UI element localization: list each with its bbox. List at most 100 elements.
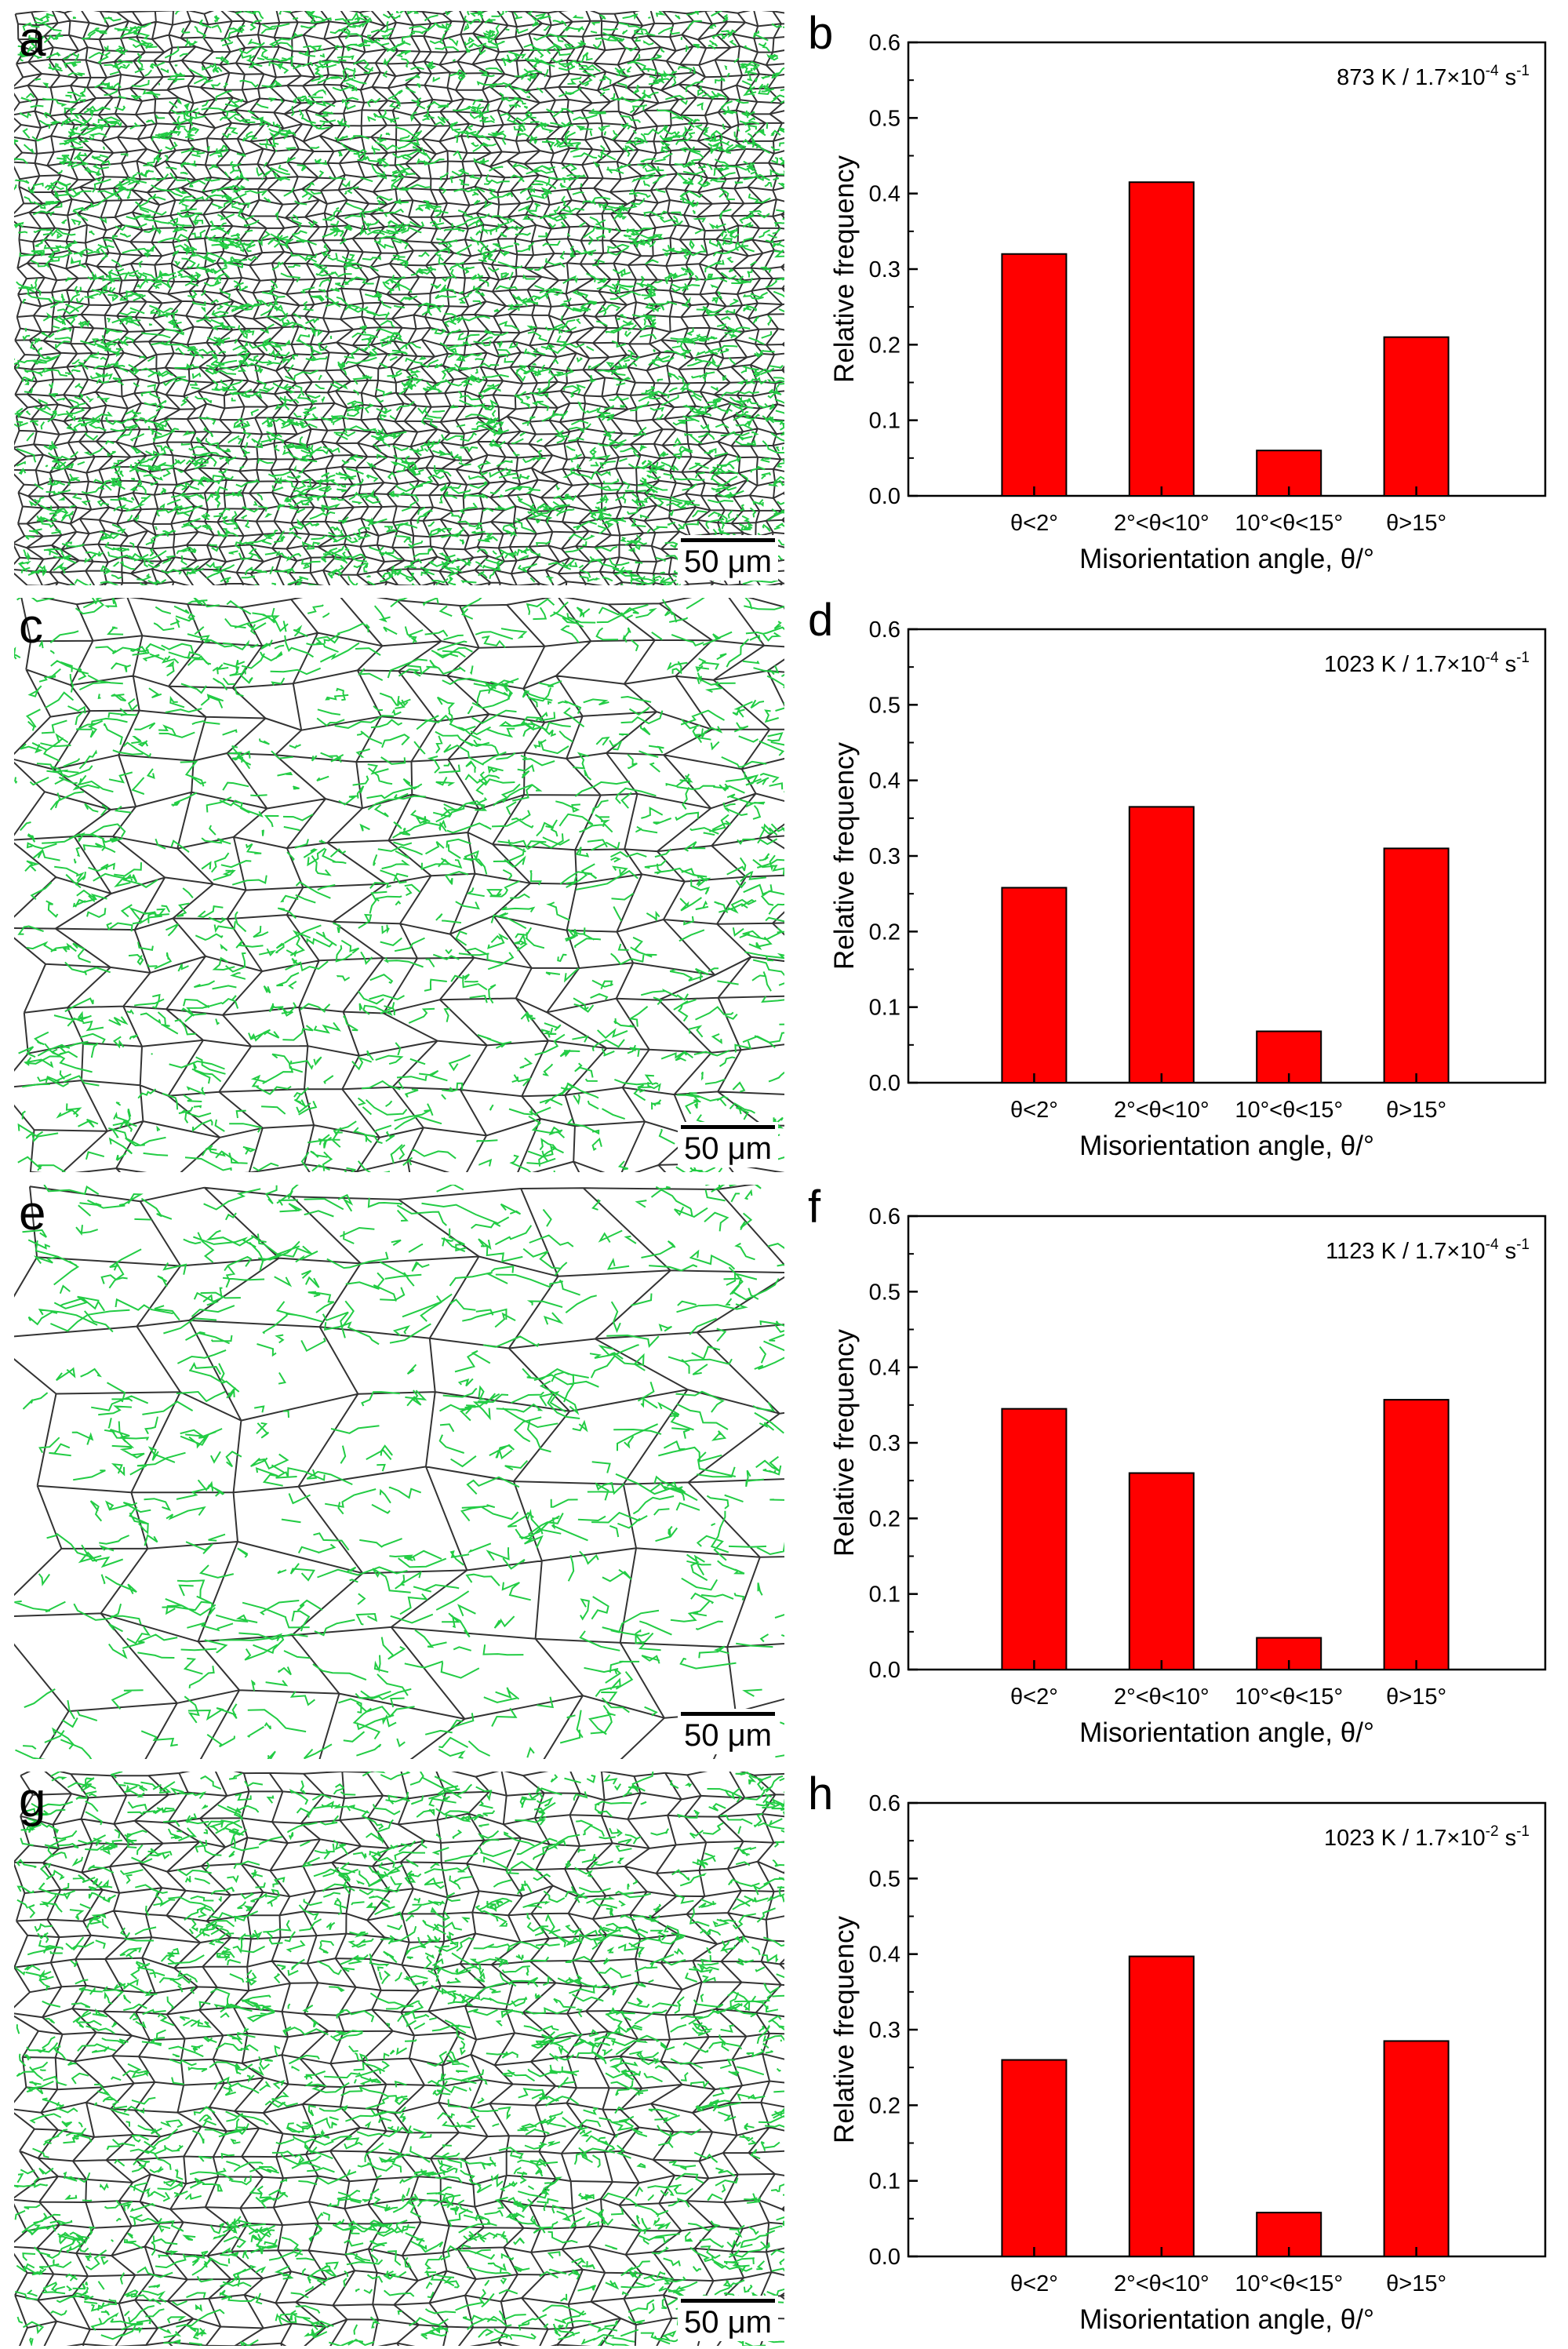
chart-b: 0.0 0.1 0.2 0.3 0.4 0.5 0.6 θ<2° 2°<θ<10° 10°<θ<1… [792, 0, 1568, 585]
panel-label-h: h [808, 1768, 834, 1819]
micrograph-a: a 50 μm [14, 11, 784, 585]
x-axis-label: Misorientation angle, θ/° [1079, 544, 1374, 574]
bar [1128, 1472, 1195, 1670]
bar-chart: 0.0 0.1 0.2 0.3 0.4 0.5 0.6 θ<2° 2°<θ<10° 10°<θ<1… [829, 31, 1547, 574]
x-tick-label: θ<2° [1010, 1098, 1058, 1123]
y-tick-label: 0.4 [869, 769, 900, 794]
x-tick-label: θ>15° [1386, 2271, 1446, 2296]
bar-chart: 0.0 0.1 0.2 0.3 0.4 0.5 0.6 θ<2° 2°<θ<10° 10°<θ<1… [829, 617, 1547, 1161]
x-tick-label: 10°<θ<15° [1235, 2271, 1343, 2296]
high-angle-boundaries [14, 598, 784, 1172]
y-tick-label: 0.6 [869, 1791, 900, 1816]
grain-boundary-map [14, 11, 784, 585]
grain-boundary-map [14, 1772, 784, 2346]
y-tick-label: 0.5 [869, 693, 900, 718]
high-angle-boundaries [14, 11, 784, 585]
bar [1001, 253, 1068, 497]
scale-bar-line [681, 538, 775, 542]
micrograph-e: e 50 μm [14, 1185, 784, 1759]
y-tick-label: 0.3 [869, 257, 900, 282]
micrograph-c: c 50 μm [14, 598, 784, 1172]
bar [1128, 806, 1195, 1083]
y-tick-label: 0.2 [869, 920, 900, 945]
x-axis-label: Misorientation angle, θ/° [1079, 1131, 1374, 1161]
y-tick-label: 0.5 [869, 106, 900, 131]
micrograph-g: g 50 μm [14, 1772, 784, 2346]
x-tick-label: θ>15° [1386, 1684, 1446, 1710]
y-tick-label: 0.4 [869, 1356, 900, 1381]
x-tick-label: 2°<θ<10° [1114, 511, 1210, 536]
y-tick-label: 0.1 [869, 996, 900, 1021]
y-axis-label: Relative frequency [829, 1329, 860, 1557]
y-tick-label: 0.1 [869, 2169, 900, 2194]
y-axis-label: Relative frequency [829, 1916, 860, 2143]
panel-label-g: g [19, 1773, 46, 1827]
y-tick-label: 0.3 [869, 1431, 900, 1456]
figure-row-2: c 50 μm 0.0 0.1 0.2 0.3 0.4 0.5 0.6 θ<2° 2°<θ<10… [0, 587, 1568, 1174]
figure-row-1: a 50 μm 0.0 0.1 0.2 0.3 0.4 0.5 0.6 θ<2° 2°<θ<10… [0, 0, 1568, 587]
y-tick-label: 0.2 [869, 1506, 900, 1531]
y-tick-label: 0.6 [869, 617, 900, 643]
bar [1128, 181, 1195, 497]
x-axis-label: Misorientation angle, θ/° [1079, 2304, 1374, 2335]
x-tick-label: θ<2° [1010, 511, 1058, 536]
grain-boundary-map [14, 598, 784, 1172]
panel-label-b: b [808, 8, 834, 59]
scale-bar-label: 50 μm [684, 1718, 772, 1753]
y-tick-label: 0.3 [869, 2018, 900, 2043]
x-tick-label: 10°<θ<15° [1235, 511, 1343, 536]
bar [1001, 2059, 1068, 2257]
scale-bar-label: 50 μm [684, 2305, 772, 2340]
low-angle-boundaries [14, 1185, 784, 1759]
condition-annotation: 1023 K / 1.7×10-2 s-1 [1324, 1823, 1530, 1851]
y-axis-label: Relative frequency [829, 155, 860, 383]
scale-bar-line [681, 1712, 775, 1716]
chart-h: 0.0 0.1 0.2 0.3 0.4 0.5 0.6 θ<2° 2°<θ<10° 10°<θ<1… [792, 1761, 1568, 2346]
figure-row-4: g 50 μm 0.0 0.1 0.2 0.3 0.4 0.5 0.6 θ<2° 2°<θ<10… [0, 1761, 1568, 2349]
scale-bar: 50 μm [678, 1709, 778, 1754]
y-tick-label: 0.4 [869, 182, 900, 207]
scale-bar-label: 50 μm [684, 1131, 772, 1166]
y-tick-label: 0.0 [869, 1071, 900, 1096]
condition-annotation: 873 K / 1.7×10-4 s-1 [1337, 63, 1530, 90]
x-tick-label: θ<2° [1010, 1684, 1058, 1710]
condition-annotation: 1023 K / 1.7×10-4 s-1 [1324, 650, 1530, 677]
y-axis-label: Relative frequency [829, 742, 860, 970]
bar [1383, 1399, 1450, 1670]
x-tick-label: 10°<θ<15° [1235, 1684, 1343, 1710]
y-tick-label: 0.4 [869, 1943, 900, 1968]
chart-f: 0.0 0.1 0.2 0.3 0.4 0.5 0.6 θ<2° 2°<θ<10° 10°<θ<1… [792, 1174, 1568, 1759]
low-angle-boundaries [14, 11, 784, 585]
panel-label-f: f [808, 1182, 821, 1233]
x-tick-label: 10°<θ<15° [1235, 1098, 1343, 1123]
bar [1383, 2040, 1450, 2257]
x-tick-label: θ>15° [1386, 1098, 1446, 1123]
bar [1001, 887, 1068, 1083]
bar [1128, 1955, 1195, 2257]
panel-label-e: e [19, 1186, 46, 1240]
bar [1383, 847, 1450, 1083]
bar-chart: 0.0 0.1 0.2 0.3 0.4 0.5 0.6 θ<2° 2°<θ<10° 10°<θ<1… [829, 1204, 1547, 1748]
low-angle-boundaries [14, 598, 784, 1172]
scale-bar: 50 μm [678, 1122, 778, 1167]
scale-bar-label: 50 μm [684, 544, 772, 579]
x-tick-label: 2°<θ<10° [1114, 1098, 1210, 1123]
y-tick-label: 0.2 [869, 333, 900, 358]
scale-bar: 50 μm [678, 2296, 778, 2341]
panel-label-a: a [19, 13, 46, 67]
panel-label-d: d [808, 595, 834, 646]
y-tick-label: 0.6 [869, 1204, 900, 1229]
y-tick-label: 0.0 [869, 484, 900, 509]
x-axis-label: Misorientation angle, θ/° [1079, 1717, 1374, 1748]
bar-chart: 0.0 0.1 0.2 0.3 0.4 0.5 0.6 θ<2° 2°<θ<10° 10°<θ<1… [829, 1791, 1547, 2335]
y-tick-label: 0.1 [869, 1582, 900, 1608]
x-tick-label: θ<2° [1010, 2271, 1058, 2296]
y-tick-label: 0.0 [869, 2245, 900, 2270]
x-tick-label: 2°<θ<10° [1114, 1684, 1210, 1710]
y-tick-label: 0.5 [869, 1866, 900, 1892]
panel-label-c: c [19, 599, 43, 654]
x-tick-label: 2°<θ<10° [1114, 2271, 1210, 2296]
chart-d: 0.0 0.1 0.2 0.3 0.4 0.5 0.6 θ<2° 2°<θ<10° 10°<θ<1… [792, 587, 1568, 1172]
bar [1001, 1408, 1068, 1670]
y-tick-label: 0.0 [869, 1658, 900, 1683]
